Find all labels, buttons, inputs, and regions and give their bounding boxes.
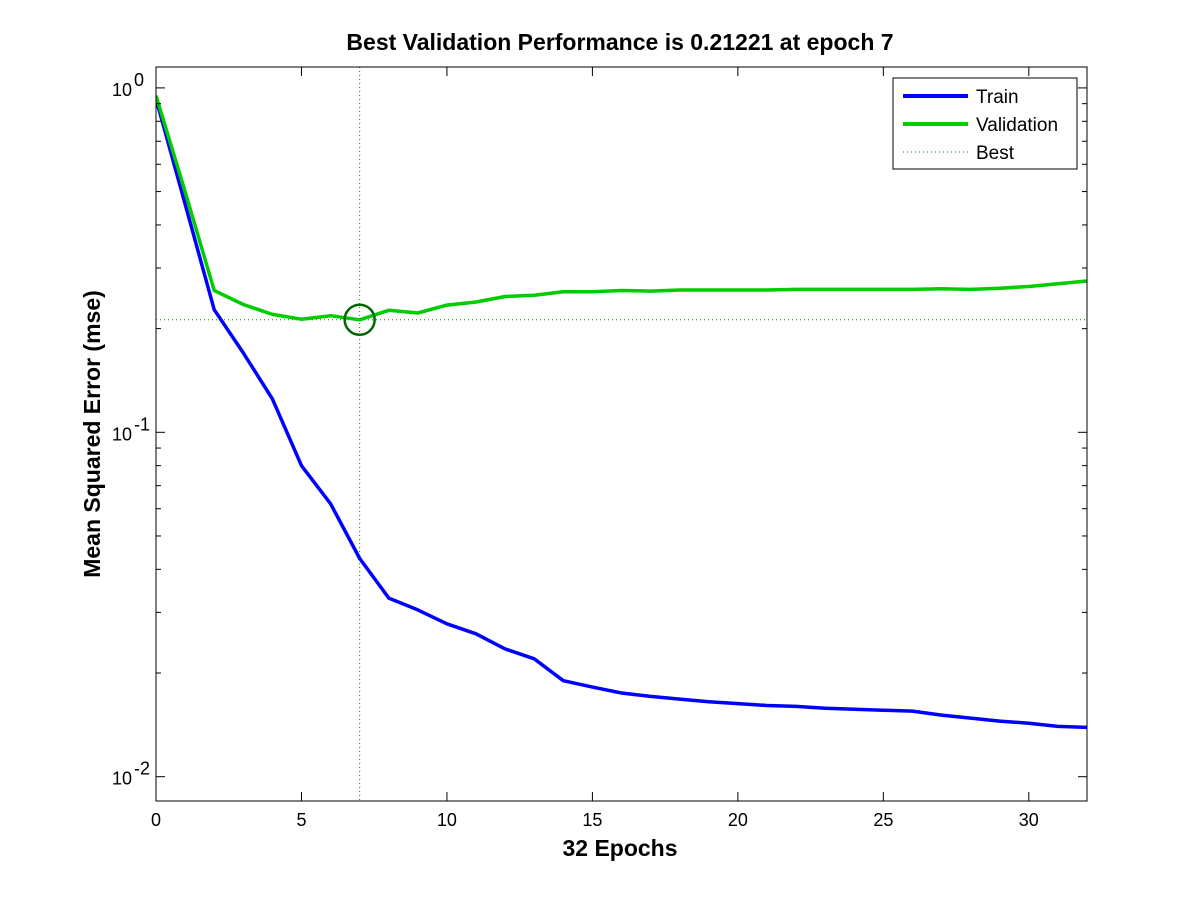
x-tick-label: 10 [437,810,457,830]
x-tick-label: 30 [1019,810,1039,830]
best-point-circle [343,303,376,337]
x-tick-label: 25 [873,810,893,830]
chart-title: Best Validation Performance is 0.21221 a… [346,29,893,55]
series-line-train [156,98,1087,730]
x-axis-label: 32 Epochs [562,835,677,861]
legend: Train Validation Best [892,77,1078,170]
x-tick-label: 20 [728,810,748,830]
x-tick-label: 0 [151,810,161,830]
y-tick-label: 10 [112,769,132,789]
plot-area [155,66,1088,802]
legend-label-train: Train [976,87,1019,108]
legend-label-validation: Validation [976,115,1058,136]
best-guides [156,67,1087,801]
x-tick-label: 15 [582,810,602,830]
x-axis-ticks: 0 5 10 15 20 25 30 [151,67,1039,830]
y-tick-label: 10 [112,424,132,444]
y-axis-label: Mean Squared Error (mse) [79,290,105,578]
y-tick-exponent: 0 [134,70,144,90]
x-tick-label: 5 [296,810,306,830]
legend-label-best: Best [976,143,1015,164]
y-tick-exponent: -2 [134,759,150,779]
series-line-validation [156,95,1087,322]
best-marker [343,303,376,337]
plot-frame [155,66,1088,802]
y-tick-exponent: -1 [134,414,150,434]
series-lines [156,95,1087,730]
y-tick-label: 10 [112,80,132,100]
